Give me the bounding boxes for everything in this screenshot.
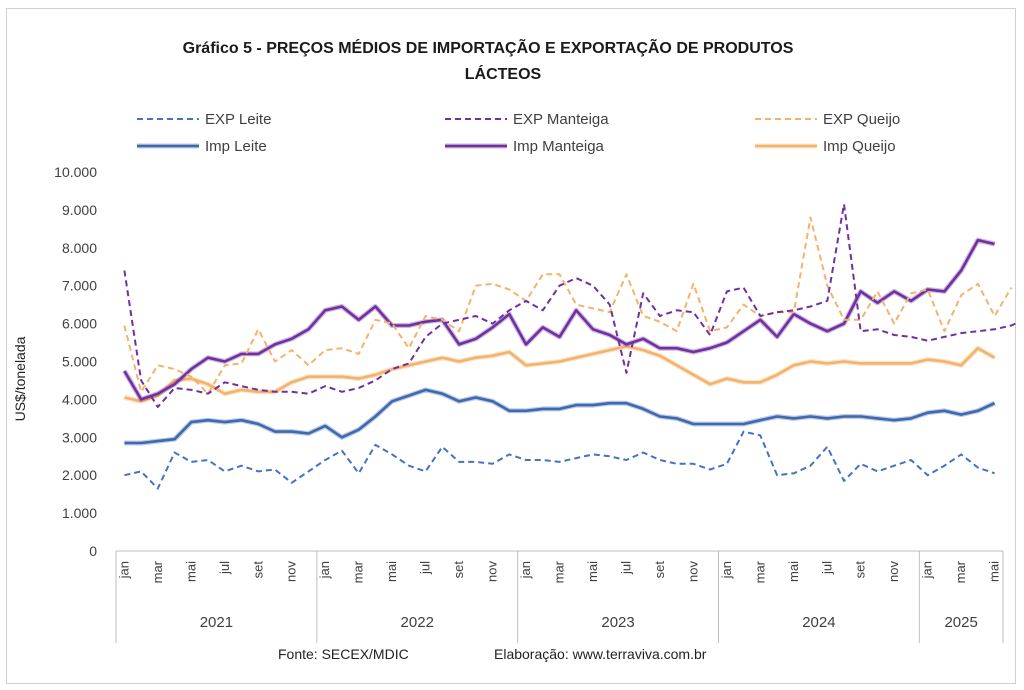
legend-item-imp-queijo: Imp Queijo: [755, 138, 896, 155]
y-tick-label: 10.000: [54, 164, 97, 180]
x-tick-label: mai: [585, 561, 600, 582]
series-imp-queijo: [123, 343, 996, 404]
x-tick-label: nov: [284, 561, 299, 582]
x-tick-label: jan: [719, 561, 734, 579]
y-tick-label: 8.000: [62, 240, 97, 256]
legend-item-exp-queijo: EXP Queijo: [755, 111, 900, 128]
y-tick-label: 3.000: [62, 429, 97, 445]
x-tick-label: set: [250, 561, 265, 579]
y-tick-label: 5.000: [62, 354, 97, 370]
y-tick-label: 4.000: [62, 391, 97, 407]
x-tick-label: jan: [920, 561, 935, 579]
series-imp-leite: [124, 387, 996, 446]
legend-label: EXP Leite: [205, 111, 271, 128]
x-axis-labels: jan mar mai jul set nov jan mar mai jul set nov jan m…: [116, 560, 1001, 631]
x-tick-label: mar: [752, 560, 767, 583]
series-exp-queijo: [123, 216, 1013, 395]
x-tick-label: jan: [317, 561, 332, 579]
series-imp-manteiga: [122, 237, 996, 402]
year-label: 2021: [200, 614, 233, 631]
series-lines: [122, 203, 1017, 490]
year-label: 2022: [401, 614, 434, 631]
source-text: Fonte: SECEX/MDIC: [278, 646, 409, 662]
x-tick-label: mar: [351, 560, 366, 583]
year-label: 2023: [601, 614, 634, 631]
x-tick-label: jul: [217, 561, 232, 575]
x-tick-label: mai: [786, 561, 801, 582]
x-tick-label: jul: [418, 561, 433, 575]
x-tick-label: nov: [485, 561, 500, 582]
series-exp-leite: [124, 430, 995, 490]
chart-legend: EXP Leite EXP Manteiga EXP Queijo Imp Leite…: [137, 111, 900, 155]
chart-title-line-1: Gráfico 5 - PREÇOS MÉDIOS DE IMPORTAÇÃO …: [183, 37, 794, 57]
legend-item-imp-leite: Imp Leite: [137, 138, 267, 155]
legend-label: EXP Queijo: [823, 111, 900, 128]
axes: [115, 550, 1004, 643]
x-tick-label: set: [451, 561, 466, 579]
x-tick-label: mai: [183, 561, 198, 582]
y-tick-label: 2.000: [62, 467, 97, 483]
x-tick-label: mar: [552, 560, 567, 583]
y-axis-label: US$/tonelada: [12, 336, 28, 421]
y-tick-label: 9.000: [62, 202, 97, 218]
x-tick-label: set: [652, 561, 667, 579]
x-tick-label: nov: [886, 561, 901, 582]
line-chart: Gráfico 5 - PREÇOS MÉDIOS DE IMPORTAÇÃO …: [12, 37, 1017, 662]
series-exp-manteiga: [123, 203, 1017, 408]
y-axis-ticks: 0 1.000 2.000 3.000 4.000 5.000 6.000 7.000 8.00…: [54, 164, 97, 559]
legend-label: Imp Queijo: [823, 138, 896, 155]
x-tick-label: nov: [685, 561, 700, 582]
x-tick-label: mai: [987, 561, 1002, 582]
x-tick-label: jan: [518, 561, 533, 579]
y-tick-label: 6.000: [62, 316, 97, 332]
x-tick-label: mar: [953, 560, 968, 583]
legend-label: Imp Leite: [205, 138, 267, 155]
series-line: [123, 203, 1017, 408]
year-label: 2025: [944, 614, 977, 631]
x-tick-label: jul: [819, 561, 834, 575]
y-tick-label: 7.000: [62, 278, 97, 294]
series-line: [124, 388, 996, 445]
legend-label: Imp Manteiga: [513, 138, 605, 155]
chart-title-line-2: LÁCTEOS: [465, 64, 542, 83]
y-tick-label: 1.000: [62, 505, 97, 521]
series-line: [124, 344, 996, 403]
x-tick-label: jul: [618, 561, 633, 575]
y-tick-label: 0: [89, 543, 97, 559]
x-tick-label: mar: [150, 560, 165, 583]
x-tick-label: set: [853, 561, 868, 579]
year-label: 2024: [802, 614, 835, 631]
x-tick-label: jan: [116, 561, 131, 579]
series-line: [123, 238, 995, 401]
legend-label: EXP Manteiga: [513, 111, 609, 128]
legend-item-imp-manteiga: Imp Manteiga: [445, 138, 605, 155]
series-shadow: [122, 237, 996, 402]
legend-item-exp-leite: EXP Leite: [137, 111, 271, 128]
credit-text: Elaboração: www.terraviva.com.br: [494, 646, 707, 662]
chart-title: Gráfico 5 - PREÇOS MÉDIOS DE IMPORTAÇÃO …: [183, 37, 794, 83]
legend-item-exp-manteiga: EXP Manteiga: [445, 111, 609, 128]
x-tick-label: mai: [384, 561, 399, 582]
series-line: [123, 216, 1013, 395]
chart-frame: Gráfico 5 - PREÇOS MÉDIOS DE IMPORTAÇÃO …: [6, 8, 1017, 684]
series-line: [124, 430, 995, 490]
